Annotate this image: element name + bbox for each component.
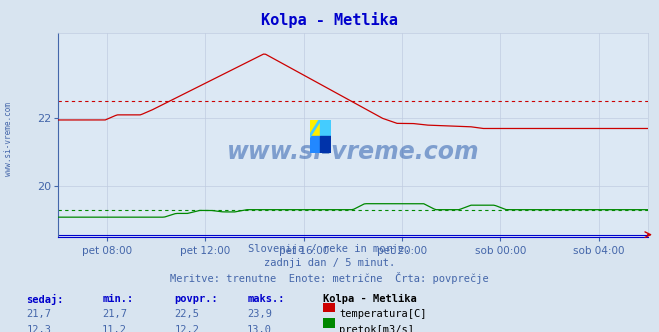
Bar <box>310 136 320 153</box>
Text: Kolpa - Metlika: Kolpa - Metlika <box>261 12 398 28</box>
Text: 12,2: 12,2 <box>175 325 200 332</box>
Text: 23,9: 23,9 <box>247 309 272 319</box>
Text: maks.:: maks.: <box>247 294 285 304</box>
Text: min.:: min.: <box>102 294 133 304</box>
Text: 21,7: 21,7 <box>102 309 127 319</box>
Text: Kolpa - Metlika: Kolpa - Metlika <box>323 294 416 304</box>
Text: www.si-vreme.com: www.si-vreme.com <box>4 103 13 176</box>
Text: povpr.:: povpr.: <box>175 294 218 304</box>
Text: sedaj:: sedaj: <box>26 294 64 305</box>
Text: 11,2: 11,2 <box>102 325 127 332</box>
Text: temperatura[C]: temperatura[C] <box>339 309 427 319</box>
Text: zadnji dan / 5 minut.: zadnji dan / 5 minut. <box>264 258 395 268</box>
Text: www.si-vreme.com: www.si-vreme.com <box>227 140 479 164</box>
Text: 22,5: 22,5 <box>175 309 200 319</box>
Bar <box>310 120 320 136</box>
Text: 12,3: 12,3 <box>26 325 51 332</box>
Text: Meritve: trenutne  Enote: metrične  Črta: povprečje: Meritve: trenutne Enote: metrične Črta: … <box>170 272 489 284</box>
Text: Slovenija / reke in morje.: Slovenija / reke in morje. <box>248 244 411 254</box>
Text: pretok[m3/s]: pretok[m3/s] <box>339 325 415 332</box>
Bar <box>320 120 331 136</box>
Text: 13,0: 13,0 <box>247 325 272 332</box>
Bar <box>320 136 331 153</box>
Text: 21,7: 21,7 <box>26 309 51 319</box>
